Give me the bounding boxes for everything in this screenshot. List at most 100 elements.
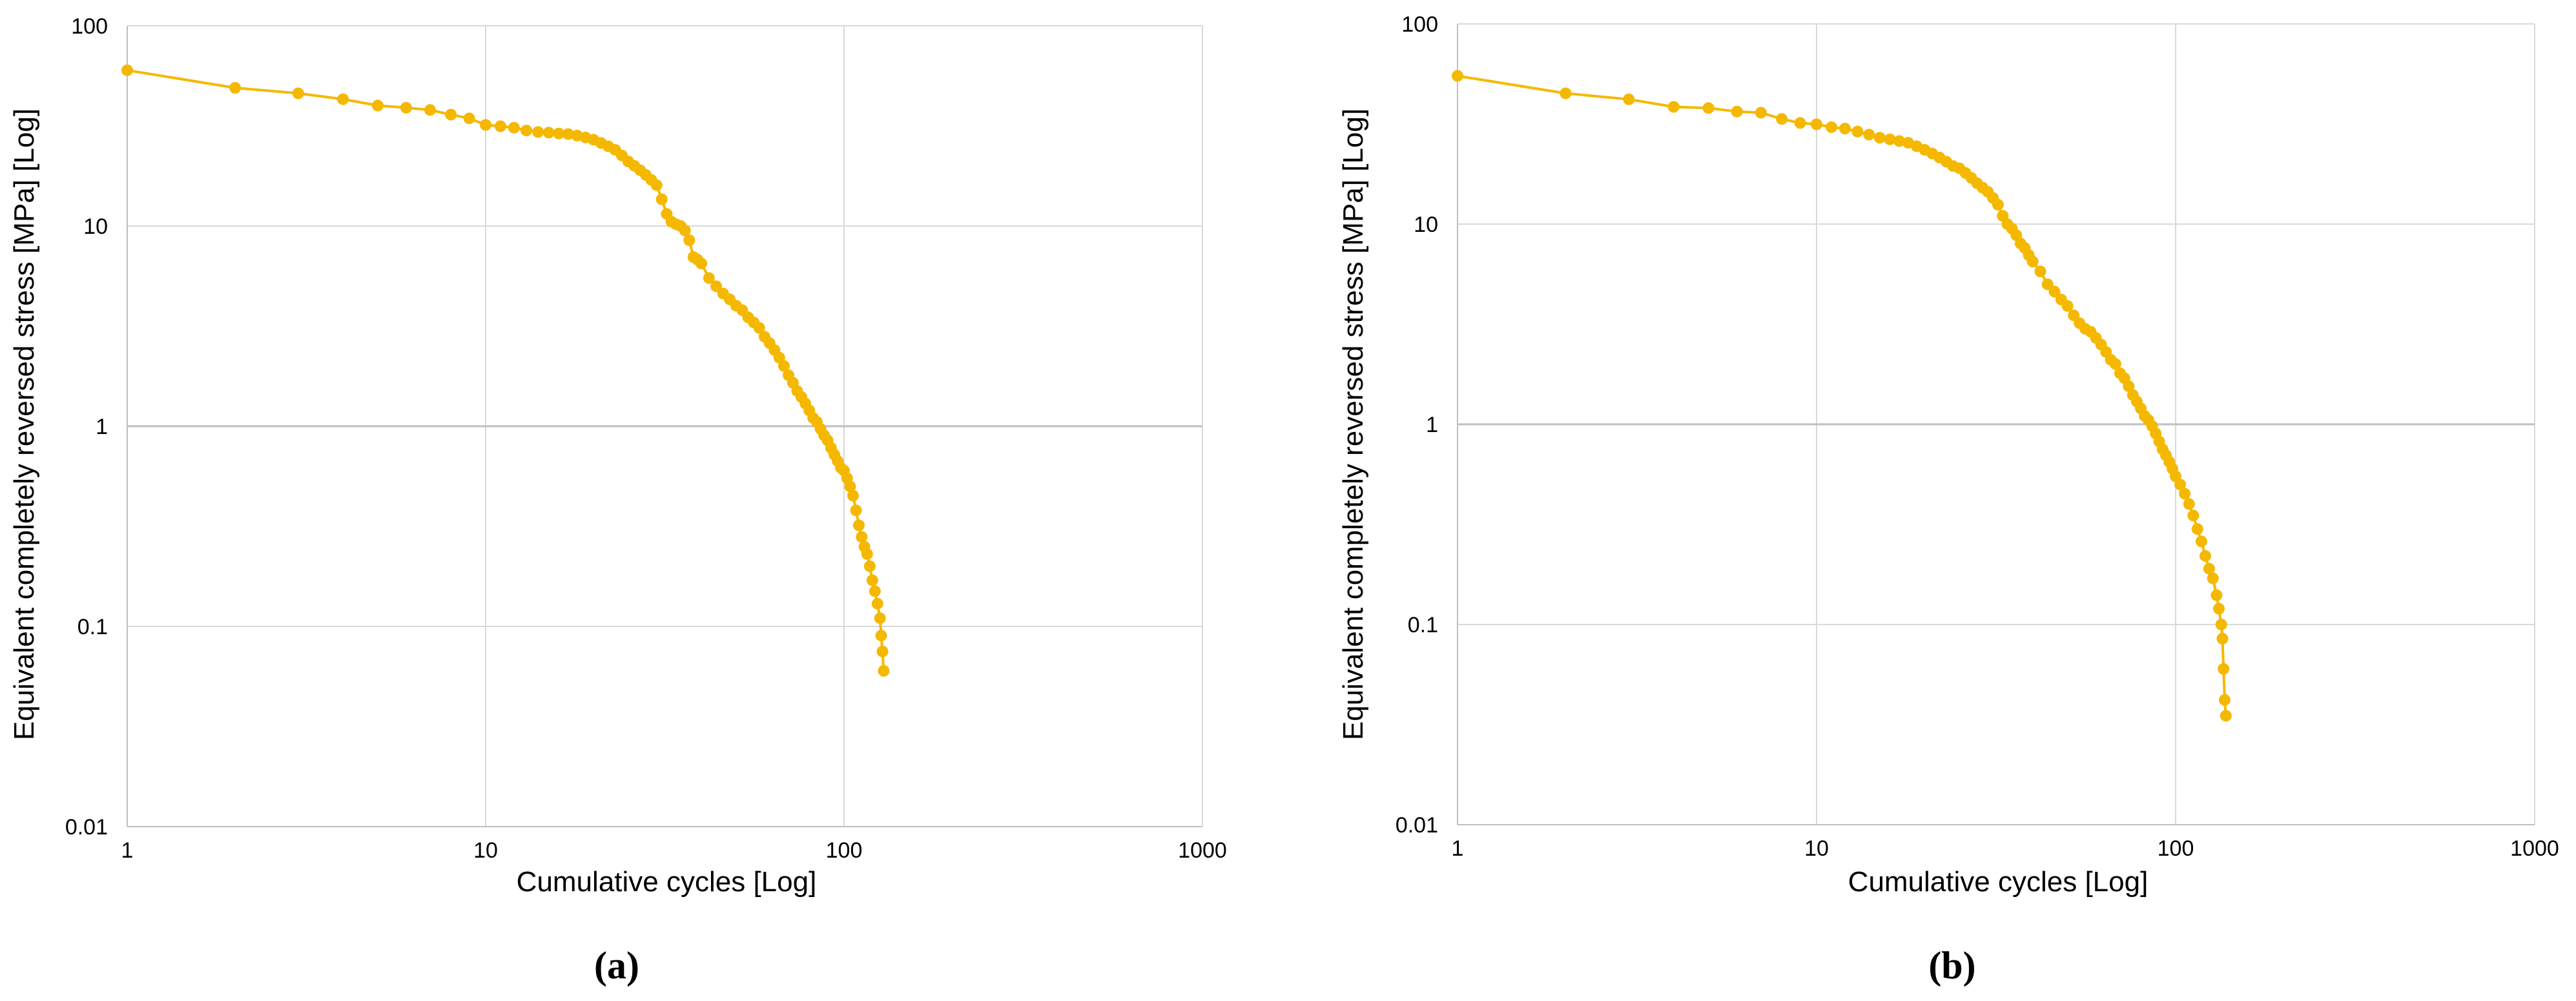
data-point	[778, 360, 790, 372]
x-tick-label: 1000	[1178, 838, 1227, 863]
x-tick-label: 100	[2158, 836, 2194, 861]
panel-label-b: (b)	[1928, 944, 1975, 987]
data-point	[480, 119, 491, 131]
data-point	[696, 258, 708, 269]
data-point	[650, 179, 663, 191]
data-point	[874, 612, 886, 624]
data-point	[445, 108, 457, 121]
data-point	[1873, 132, 1886, 144]
data-point	[1452, 70, 1463, 82]
data-point	[424, 104, 436, 116]
data-point	[292, 87, 304, 99]
data-point	[869, 585, 881, 597]
data-point	[2213, 603, 2225, 615]
data-point	[121, 64, 133, 76]
y-tick-label: 0.01	[1396, 813, 1438, 838]
data-point	[1851, 125, 1864, 138]
data-point	[679, 224, 691, 236]
x-tick-label: 1000	[2510, 836, 2559, 861]
data-point	[856, 531, 868, 543]
data-point	[2216, 632, 2229, 645]
data-point	[553, 127, 565, 139]
data-point	[876, 645, 889, 657]
data-point	[2183, 498, 2195, 510]
data-point	[1893, 135, 1906, 147]
data-point	[2215, 619, 2227, 630]
grid-lines	[1457, 23, 2535, 825]
chart-panel-b: 1 10 100 1000 0.01 0.1 1 10 100 Cumulative cycle…	[1337, 12, 2559, 987]
data-point	[1794, 117, 1806, 129]
data-point	[463, 112, 475, 125]
data-point	[655, 193, 668, 205]
data-point	[542, 127, 555, 139]
data-series	[1452, 70, 2232, 722]
x-tick-label: 10	[1804, 836, 1829, 861]
data-point	[1863, 129, 1875, 141]
data-point	[847, 490, 859, 502]
data-point	[1667, 101, 1680, 113]
data-point	[1755, 107, 1767, 119]
y-tick-label: 1	[1426, 413, 1438, 437]
data-point	[2218, 663, 2230, 675]
data-point	[2034, 265, 2046, 278]
y-tick-label: 100	[71, 14, 108, 39]
x-axis-title: Cumulative cycles [Log]	[1848, 866, 2148, 898]
data-series	[121, 64, 890, 677]
data-point	[1811, 118, 1822, 130]
data-point	[229, 82, 242, 94]
data-point	[1623, 93, 1635, 105]
data-point	[853, 519, 865, 531]
y-tick-label: 10	[83, 214, 108, 239]
data-point	[875, 630, 887, 642]
data-point	[2191, 523, 2203, 535]
data-point	[2179, 488, 2191, 500]
data-point	[2048, 285, 2061, 298]
data-point	[371, 99, 384, 112]
data-point	[703, 272, 715, 284]
data-point	[2174, 479, 2187, 491]
axes	[127, 26, 1202, 827]
series-line	[127, 68, 885, 671]
data-point	[710, 280, 723, 293]
data-point	[2200, 550, 2211, 562]
y-tick-label: 100	[1401, 12, 1438, 37]
data-point	[861, 548, 873, 560]
data-point	[2187, 510, 2200, 522]
data-point	[753, 322, 765, 334]
data-point	[1702, 102, 1715, 114]
data-point	[495, 120, 506, 132]
data-point	[850, 504, 862, 517]
y-tick-label: 0.01	[65, 815, 108, 840]
data-point	[520, 125, 533, 137]
data-point	[2219, 694, 2231, 706]
x-tick-label: 10	[473, 838, 498, 863]
data-point	[2061, 300, 2074, 312]
data-point	[878, 665, 890, 677]
data-point	[562, 128, 574, 140]
y-axis-title: Equivalent completely reversed stress [M…	[1337, 108, 1369, 740]
y-tick-label: 0.1	[77, 615, 108, 639]
data-point	[400, 101, 412, 114]
chart-panel-a: 1 10 100 1000 0.01 0.1 1 10 100 Cumulative cycle…	[8, 14, 1227, 987]
data-point	[871, 597, 883, 610]
x-tick-label: 100	[826, 838, 863, 863]
data-point	[844, 480, 856, 493]
data-point	[1560, 87, 1572, 99]
x-tick-label: 1	[1452, 836, 1464, 861]
x-tick-label: 1	[121, 838, 134, 863]
x-axis-title: Cumulative cycles [Log]	[517, 866, 817, 898]
data-point	[1839, 123, 1851, 135]
y-tick-label: 10	[1414, 212, 1438, 237]
data-point	[337, 93, 349, 105]
data-point	[1884, 133, 1896, 145]
data-point	[2041, 278, 2054, 291]
data-point	[866, 574, 878, 586]
data-point	[508, 121, 520, 134]
y-tick-label: 1	[96, 415, 108, 439]
data-point	[2196, 535, 2207, 548]
data-point	[1731, 105, 1743, 118]
data-point	[1776, 113, 1788, 125]
tick-labels: 1 10 100 1000 0.01 0.1 1 10 100	[1396, 12, 2559, 861]
y-axis-title: Equivalent completely reversed stress [M…	[8, 108, 40, 740]
